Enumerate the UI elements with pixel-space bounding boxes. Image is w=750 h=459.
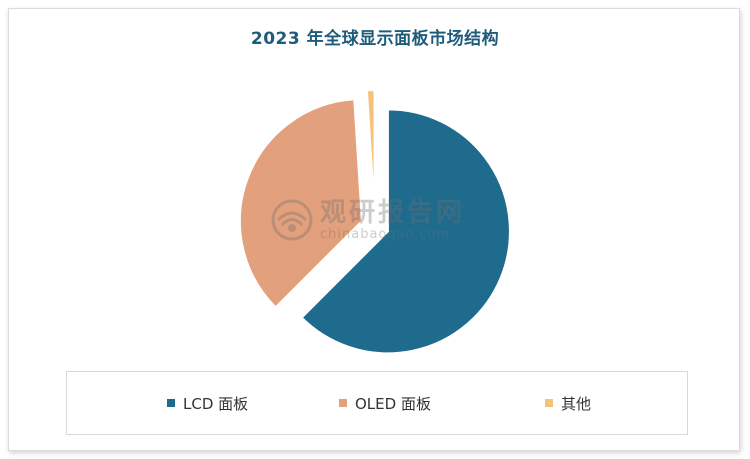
- chart-title: 2023 年全球显示面板市场结构: [250, 29, 500, 49]
- legend-item-lcd: LCD 面板: [167, 393, 248, 413]
- legend-item-other: 其他: [545, 393, 591, 413]
- chart-legend: LCD 面板 OLED 面板 其他: [66, 371, 688, 435]
- legend-item-oled: OLED 面板: [339, 393, 431, 413]
- legend-swatch-lcd: [167, 399, 175, 407]
- pie-slices: [238, 89, 511, 355]
- pie-slice-1: [238, 98, 363, 309]
- pie-slice-0: [300, 108, 511, 355]
- legend-label-oled: OLED 面板: [355, 394, 431, 413]
- legend-swatch-oled: [339, 399, 347, 407]
- pie-slice-2: [365, 89, 376, 213]
- legend-swatch-other: [545, 399, 553, 407]
- legend-label-other: 其他: [561, 394, 592, 413]
- legend-label-lcd: LCD 面板: [183, 394, 249, 413]
